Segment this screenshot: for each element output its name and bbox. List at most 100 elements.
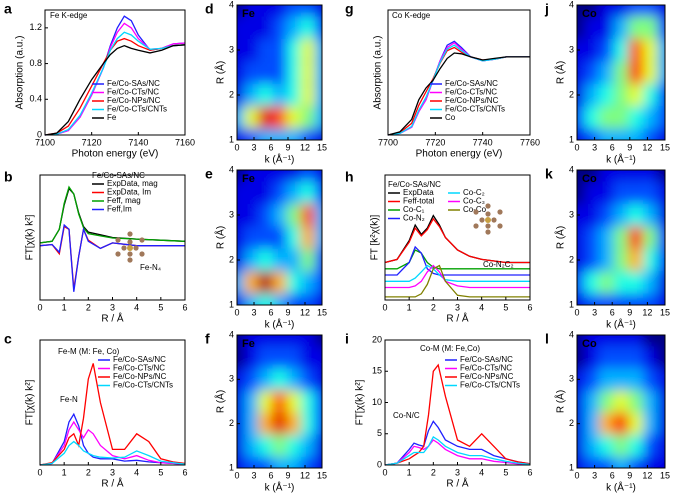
heatmap-cell	[584, 293, 599, 305]
heatmap-cell	[584, 203, 599, 227]
x-tick-label: 15	[660, 307, 670, 317]
heatmap-cell	[599, 368, 614, 391]
x-tick-label: 3	[110, 467, 115, 477]
heatmap-cells	[237, 335, 322, 468]
heatmap-cell	[657, 38, 665, 62]
heatmap-cell	[300, 390, 315, 413]
y-tick-label: 3	[229, 44, 234, 54]
heatmap-cell	[244, 335, 259, 347]
heatmap-cell	[258, 170, 273, 182]
x-tick-label: 3	[251, 470, 256, 480]
heatmap-cell	[300, 226, 315, 249]
x-tick-label: 0	[574, 470, 579, 480]
heatmap-cell	[272, 16, 287, 39]
annotation: Fe K-edge	[50, 11, 88, 20]
heatmap-cell	[599, 271, 614, 294]
heatmap-cell	[286, 335, 301, 347]
y-axis-label: R (Å)	[214, 390, 227, 413]
y-axis-label: R (Å)	[554, 226, 567, 249]
legend-label: Co-C₂	[463, 188, 485, 197]
heatmap-cell	[314, 5, 322, 17]
legend-label: Fe/Co-NPs/NC	[460, 372, 514, 381]
structure-atom	[497, 209, 503, 215]
x-tick-label: 1	[407, 302, 412, 312]
legend-label: Co-Co	[463, 205, 487, 214]
heatmap-cell	[314, 38, 322, 62]
x-axis-label: Photon energy (eV)	[416, 149, 503, 160]
x-tick-label: 9	[285, 470, 290, 480]
series-line	[39, 363, 186, 466]
legend-label: Fe/Co-NPs/NC	[445, 96, 499, 105]
legend-label: Co	[445, 113, 456, 122]
x-tick-label: 0	[37, 467, 42, 477]
heatmap-cell	[643, 83, 658, 107]
x-tick-label: 0	[234, 470, 239, 480]
heatmap-cell	[643, 456, 658, 468]
heatmap-cell	[314, 271, 322, 294]
heatmap-cell	[237, 335, 245, 347]
heatmap-cell	[628, 61, 643, 84]
heatmap-cell	[286, 38, 301, 62]
heatmap-cell	[300, 456, 315, 468]
x-axis-label: k (Å⁻¹)	[265, 318, 295, 331]
y-axis-label: R (Å)	[554, 390, 567, 413]
heatmap-cell	[643, 106, 658, 129]
heatmap-cell	[628, 38, 643, 62]
heatmap-cell	[258, 181, 273, 204]
heatmap-cell	[286, 346, 301, 369]
panel-letter: l	[545, 331, 549, 347]
series-line	[384, 439, 531, 466]
heatmap-cell	[314, 226, 322, 249]
heatmap-cell	[577, 106, 585, 129]
heatmap-cell	[657, 106, 665, 129]
heatmap-cell	[599, 456, 614, 468]
heatmap-cell	[628, 170, 643, 182]
x-tick-label: 15	[317, 470, 327, 480]
heatmap-cell	[577, 5, 585, 17]
heatmap-cell	[244, 16, 259, 39]
heatmap-cell	[244, 83, 259, 107]
heatmap-cell	[286, 368, 301, 391]
structure-atom	[139, 237, 145, 243]
x-tick-label: 3	[251, 142, 256, 152]
structure-atom	[139, 251, 145, 257]
legend-label: Fe/Co-CTs/CNTs	[445, 105, 505, 114]
heatmap-cell	[584, 16, 599, 39]
heatmap-cell	[643, 5, 658, 17]
heatmap-cell	[657, 412, 665, 435]
heatmap-cell	[237, 170, 245, 182]
heatmap-cell	[300, 346, 315, 369]
panel-letter: h	[345, 169, 354, 185]
heatmap-cell	[657, 128, 665, 140]
panel-letter: j	[544, 1, 549, 17]
x-tick-label: 1	[62, 302, 67, 312]
heatmap-cell	[628, 390, 643, 413]
structure-atom	[485, 203, 491, 209]
heatmap-cell	[272, 271, 287, 294]
heatmap-cell	[286, 203, 301, 227]
heatmap-cell	[244, 5, 259, 17]
heatmap-cell	[286, 16, 301, 39]
heatmap-cell	[244, 346, 259, 369]
heatmap-cell	[643, 293, 658, 305]
heatmap-cell	[613, 203, 629, 227]
heatmap-cell	[584, 38, 599, 62]
panel-letter: f	[205, 331, 210, 347]
legend-label: Fe/Co-CTs/CNTs	[113, 381, 173, 390]
heatmap-cell	[628, 16, 643, 39]
heatmap-cell	[258, 434, 273, 457]
plot-frame	[236, 169, 323, 306]
plot-frame	[576, 334, 666, 469]
structure-atom	[485, 229, 491, 235]
y-tick-label: 2	[569, 418, 574, 428]
x-tick-label: 12	[300, 470, 310, 480]
heatmap-cell	[258, 5, 273, 17]
x-tick-label: 0	[382, 302, 387, 312]
series-line	[385, 245, 530, 276]
x-tick-label: 6	[610, 142, 615, 152]
x-tick-label: 2	[86, 467, 91, 477]
heatmap-cell	[300, 368, 315, 391]
heatmap-cell	[628, 248, 643, 272]
heatmap-cell	[237, 61, 245, 84]
